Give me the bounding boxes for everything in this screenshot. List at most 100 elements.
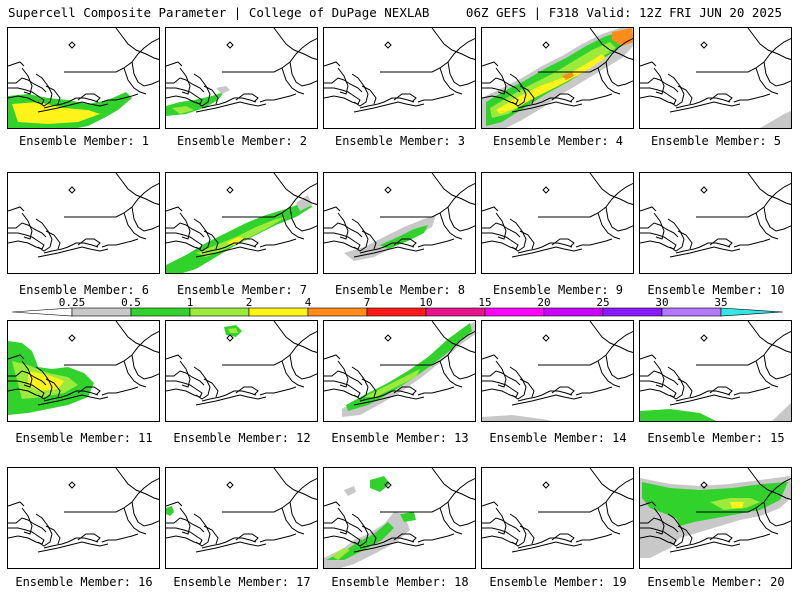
legend-tick-label: 15 [478, 296, 491, 309]
ensemble-member-label: Ensemble Member: 12 [173, 431, 311, 445]
legend-swatch [425, 307, 486, 317]
basemap-outline [8, 173, 159, 258]
basemap-outline [166, 468, 317, 553]
ensemble-member-label: Ensemble Member: 15 [647, 431, 785, 445]
ensemble-map-1 [7, 27, 160, 129]
ensemble-map-20 [639, 467, 792, 569]
scp-field-map [482, 173, 633, 258]
ensemble-map-10 [639, 172, 792, 274]
scp-field-map [8, 173, 159, 258]
legend-swatch [248, 307, 309, 317]
scp-field-map [166, 28, 317, 116]
legend-arrow-left [12, 307, 73, 317]
ensemble-map-16 [7, 467, 160, 569]
basemap-outline [482, 173, 633, 258]
basemap-outline [324, 173, 475, 258]
basemap-outline [482, 321, 633, 406]
basemap-outline [640, 28, 791, 113]
basemap-outline [166, 321, 317, 406]
scp-field-map [166, 468, 317, 553]
ensemble-member-label: Ensemble Member: 1 [18, 134, 150, 148]
legend-swatch [661, 307, 722, 317]
ensemble-map-8 [323, 172, 476, 274]
scp-field-map [482, 321, 633, 421]
ensemble-member-label: Ensemble Member: 9 [492, 283, 624, 297]
basemap-outline [324, 468, 475, 553]
scp-field-map [640, 173, 791, 258]
legend-swatch [189, 307, 250, 317]
legend-tick-label: 30 [655, 296, 668, 309]
ensemble-map-17 [165, 467, 318, 569]
scp-field-map [324, 173, 475, 261]
legend-swatch [307, 307, 368, 317]
ensemble-member-label: Ensemble Member: 5 [650, 134, 782, 148]
legend-tick-label: 7 [364, 296, 371, 309]
basemap-outline [166, 28, 317, 113]
legend-swatch [130, 307, 191, 317]
chart-title: Supercell Composite Parameter | College … [8, 5, 430, 20]
basemap-outline [8, 468, 159, 553]
ensemble-member-label: Ensemble Member: 3 [334, 134, 466, 148]
ensemble-map-7 [165, 172, 318, 274]
legend-swatch [484, 307, 545, 317]
legend-tick-label: 20 [537, 296, 550, 309]
legend-swatch [71, 307, 132, 317]
ensemble-member-label: Ensemble Member: 14 [489, 431, 627, 445]
ensemble-member-label: Ensemble Member: 4 [492, 134, 624, 148]
legend-tick-label: 0.25 [59, 296, 86, 309]
basemap-outline [640, 321, 791, 406]
scp-field-map [166, 173, 317, 273]
ensemble-map-15 [639, 320, 792, 422]
ensemble-map-11 [7, 320, 160, 422]
scp-field-map [166, 321, 317, 406]
ensemble-map-6 [7, 172, 160, 274]
scp-field-map [482, 468, 633, 553]
basemap-outline [324, 28, 475, 113]
legend-swatch [543, 307, 604, 317]
ensemble-map-14 [481, 320, 634, 422]
legend-tick-label: 25 [596, 296, 609, 309]
color-scale-legend: 0.25 0.5 1 2 4 7 10 15 20 25 30 35 [12, 296, 784, 317]
ensemble-member-label: Ensemble Member: 6 [18, 283, 150, 297]
scp-field-map [324, 28, 475, 113]
ensemble-map-2 [165, 27, 318, 129]
ensemble-map-12 [165, 320, 318, 422]
ensemble-member-label: Ensemble Member: 13 [331, 431, 469, 445]
ensemble-map-4 [481, 27, 634, 129]
basemap-outline [166, 173, 317, 258]
scp-field-map [324, 468, 475, 568]
scp-field-map [640, 468, 791, 558]
scp-field-map [8, 28, 159, 128]
legend-tick-label: 4 [305, 296, 312, 309]
ensemble-member-label: Ensemble Member: 7 [176, 283, 308, 297]
legend-tick-label: 1 [187, 296, 194, 309]
ensemble-member-label: Ensemble Member: 18 [331, 575, 469, 589]
basemap-outline [640, 468, 791, 553]
scp-field-map [8, 468, 159, 553]
legend-arrow-right [720, 307, 784, 317]
basemap-outline [324, 321, 475, 406]
ensemble-member-label: Ensemble Member: 11 [15, 431, 153, 445]
ensemble-map-3 [323, 27, 476, 129]
ensemble-map-18 [323, 467, 476, 569]
run-valid-time: 06Z GEFS | F318 Valid: 12Z FRI JUN 20 20… [465, 5, 782, 20]
legend-tick-label: 10 [419, 296, 432, 309]
basemap-outline [482, 468, 633, 553]
legend-tick-label: 0.5 [121, 296, 141, 309]
basemap-outline [482, 28, 633, 113]
ensemble-member-label: Ensemble Member: 16 [15, 575, 153, 589]
ensemble-map-13 [323, 320, 476, 422]
ensemble-member-label: Ensemble Member: 10 [647, 283, 785, 297]
ensemble-member-label: Ensemble Member: 17 [173, 575, 311, 589]
basemap-outline [8, 321, 159, 406]
ensemble-member-label: Ensemble Member: 2 [176, 134, 308, 148]
scp-field-map [482, 28, 633, 128]
basemap-outline [640, 173, 791, 258]
ensemble-map-5 [639, 27, 792, 129]
scp-field-map [324, 321, 475, 417]
scp-field-map [640, 28, 791, 128]
ensemble-member-label: Ensemble Member: 19 [489, 575, 627, 589]
basemap-outline [8, 28, 159, 113]
ensemble-map-9 [481, 172, 634, 274]
ensemble-map-19 [481, 467, 634, 569]
